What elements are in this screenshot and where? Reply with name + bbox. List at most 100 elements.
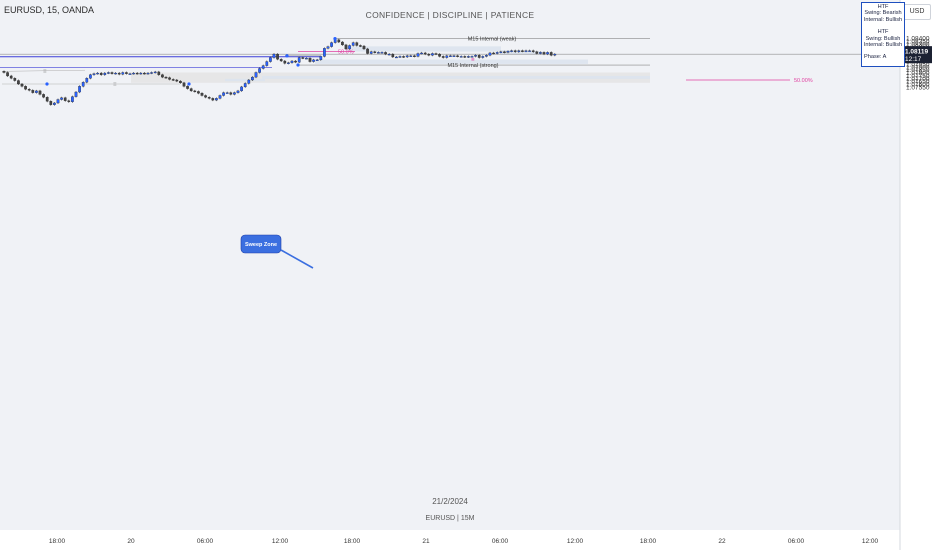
candle-body bbox=[258, 68, 261, 73]
y-tick-label: 1.07600 bbox=[906, 82, 930, 89]
sweep-zone-box bbox=[240, 234, 282, 254]
candle-body bbox=[279, 59, 283, 62]
candle-body bbox=[17, 80, 20, 85]
eq-high-line bbox=[1, 69, 86, 72]
candle-body bbox=[413, 55, 416, 57]
candle-body bbox=[366, 48, 369, 54]
x-tick-label: 12:00 bbox=[272, 538, 289, 545]
candle-body bbox=[240, 86, 243, 92]
candle-body bbox=[495, 52, 499, 54]
strong-low-label: M15 Internal (strong) bbox=[447, 63, 498, 69]
candle-body bbox=[114, 72, 117, 75]
candle-body bbox=[74, 91, 78, 97]
candle-body bbox=[463, 56, 467, 58]
candle-body bbox=[503, 51, 506, 53]
ltf-internal: Internal: Bullish bbox=[863, 42, 903, 49]
candle-body bbox=[351, 42, 355, 46]
x-tick-label: 18:00 bbox=[640, 538, 657, 545]
x-tick-label: 20 bbox=[127, 538, 135, 545]
x-tick-label: 06:00 bbox=[788, 538, 805, 545]
x-tick-label: 21 bbox=[422, 538, 430, 545]
candle-body bbox=[312, 59, 315, 62]
candle-body bbox=[301, 57, 305, 59]
candle-body bbox=[510, 50, 513, 52]
candle-body bbox=[539, 52, 542, 54]
htf-title: HTF bbox=[877, 4, 889, 10]
swing-point-marker bbox=[296, 63, 300, 67]
candle-body bbox=[193, 90, 197, 93]
candle-body bbox=[143, 72, 146, 75]
candle-body bbox=[67, 100, 71, 102]
candle-body bbox=[315, 59, 319, 61]
eq-mid-label: ≡ bbox=[471, 58, 475, 64]
chart-tagline: CONFIDENCE | DISCIPLINE | PATIENCE bbox=[365, 10, 535, 20]
candle-body bbox=[326, 46, 330, 49]
candle-body bbox=[330, 42, 333, 47]
candle-body bbox=[31, 90, 35, 93]
candle-body bbox=[168, 77, 171, 80]
candle-body bbox=[99, 72, 103, 75]
candle-body bbox=[96, 72, 99, 75]
candle-body bbox=[2, 71, 6, 73]
candle-body bbox=[337, 39, 341, 43]
eq-high-label: ≡ bbox=[43, 69, 47, 75]
swing-point-marker bbox=[285, 54, 289, 58]
candle-body bbox=[92, 73, 96, 75]
candle-body bbox=[377, 52, 380, 54]
y-tick-label: 1.08350 bbox=[906, 38, 930, 45]
candle-body bbox=[470, 56, 474, 58]
candle-body bbox=[287, 62, 290, 64]
zone-supply-small bbox=[501, 50, 522, 55]
candle-body bbox=[110, 72, 114, 74]
candle-body bbox=[247, 79, 251, 84]
candle-body bbox=[175, 79, 179, 82]
candle-body bbox=[233, 92, 236, 95]
sweep-zone-arrow bbox=[280, 249, 314, 269]
zone-supply bbox=[347, 46, 501, 52]
candle-body bbox=[78, 86, 81, 93]
y-tick-label: 1.07650 bbox=[906, 79, 930, 86]
x-tick-label: 12:00 bbox=[567, 538, 584, 545]
candle-body bbox=[146, 72, 150, 75]
candle-body bbox=[60, 97, 63, 100]
htf-internal: Internal: Bullish bbox=[863, 16, 903, 23]
y-tick-label: 1.07850 bbox=[906, 67, 930, 74]
candle-body bbox=[157, 71, 161, 75]
watermark-date: 21/2/2024 bbox=[432, 497, 468, 506]
price-badge-countdown: 12:17 bbox=[905, 56, 922, 63]
candle-body bbox=[481, 56, 485, 58]
candle-body bbox=[398, 56, 402, 58]
currency-button[interactable]: USD bbox=[903, 4, 931, 20]
candle-body bbox=[420, 52, 423, 55]
price-badge-value: 1.08119 bbox=[905, 49, 929, 56]
candle-body bbox=[553, 53, 557, 56]
candle-body bbox=[24, 86, 27, 90]
candle-body bbox=[445, 55, 449, 58]
candle-body bbox=[121, 72, 125, 75]
candle-body bbox=[387, 53, 391, 56]
candle-body bbox=[215, 98, 218, 101]
candle-body bbox=[359, 45, 362, 47]
candle-body bbox=[467, 56, 470, 58]
y-tick-label: 1.07950 bbox=[906, 61, 930, 68]
weak-high-label: M15 Internal (weak) bbox=[468, 37, 517, 43]
candle-body bbox=[380, 52, 384, 54]
candle-body bbox=[186, 86, 189, 89]
candle-body bbox=[13, 78, 17, 81]
candle-body bbox=[179, 80, 182, 83]
swing-point-marker bbox=[333, 36, 337, 41]
candle-body bbox=[103, 72, 107, 75]
x-tick-label: 18:00 bbox=[49, 538, 66, 545]
candle-body bbox=[441, 56, 445, 58]
ltf-title: HTF bbox=[877, 29, 889, 36]
candle-body bbox=[549, 52, 553, 56]
candle-body bbox=[222, 92, 225, 96]
candle-body bbox=[132, 72, 135, 75]
y-tick-label: 1.07550 bbox=[906, 84, 930, 91]
x-tick-label: 12:00 bbox=[862, 538, 879, 545]
candle-body bbox=[362, 45, 366, 50]
symbol-title: EURUSD, 15, OANDA bbox=[4, 5, 95, 15]
candle-body bbox=[53, 102, 56, 105]
